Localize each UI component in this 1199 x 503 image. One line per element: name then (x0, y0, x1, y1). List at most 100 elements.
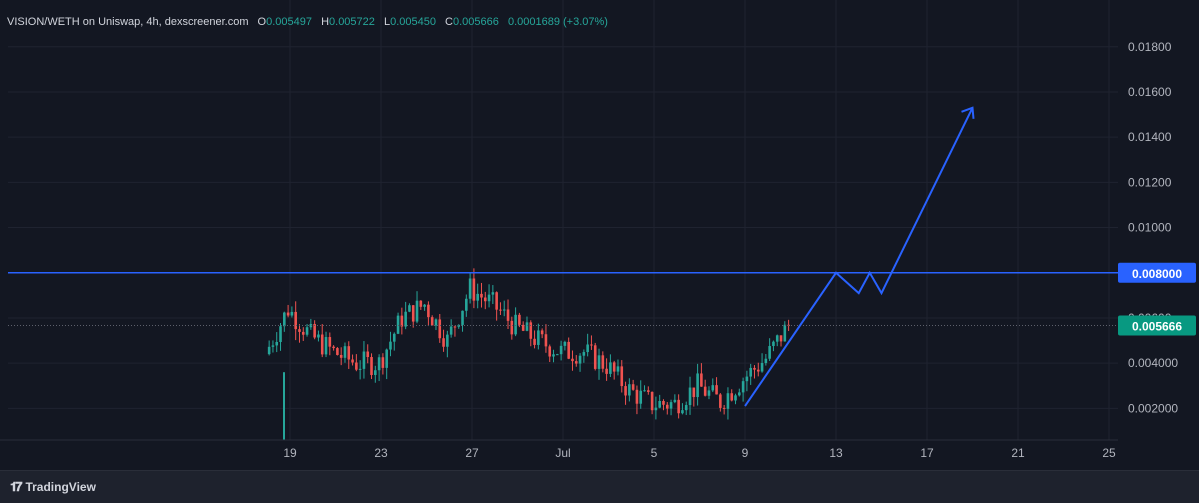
candle-body (684, 405, 688, 411)
candle-body (336, 348, 339, 355)
candle (756, 362, 760, 377)
candle (336, 347, 339, 356)
level-price-badge (1118, 262, 1196, 283)
chart-grid (8, 0, 1118, 440)
candle (442, 329, 445, 352)
candle-body (434, 319, 438, 326)
y-axis: 0.0020000.0040000.006000.008000.010000.0… (1118, 0, 1199, 470)
candle-body (366, 351, 370, 358)
candle (700, 363, 703, 387)
candle (669, 399, 673, 416)
candle (559, 340, 563, 361)
candle-body (643, 390, 646, 392)
close-label: C (445, 16, 453, 28)
candle-body (423, 304, 426, 307)
candle (446, 330, 449, 358)
candle (495, 291, 498, 321)
candle (658, 394, 661, 409)
candle (385, 348, 388, 380)
tradingview-logo[interactable]: 𝟏𝟕 TradingView (10, 479, 96, 494)
candle-body (453, 326, 457, 328)
candle-body (377, 357, 381, 371)
candle (355, 354, 358, 372)
candle (779, 335, 783, 347)
candle-body (635, 389, 639, 404)
candle-body (662, 400, 665, 405)
candle-body (571, 358, 574, 362)
chart-drawings[interactable] (8, 106, 1118, 407)
candle-body (290, 311, 294, 316)
candle-body (556, 354, 559, 356)
candle-body (347, 346, 351, 360)
candle (571, 350, 574, 371)
high-value: 0.005722 (329, 16, 375, 28)
x-tick-label: 13 (829, 446, 843, 460)
candle (309, 318, 313, 330)
candle (650, 391, 654, 415)
candle (351, 354, 354, 366)
candle (643, 385, 646, 392)
candle-body (715, 385, 718, 395)
candle (567, 337, 570, 360)
candle (590, 335, 593, 350)
candle-body (370, 357, 373, 375)
candle-body (430, 317, 434, 326)
candle (332, 345, 335, 351)
candle-body (468, 278, 472, 299)
candle (320, 324, 324, 358)
candle (586, 333, 589, 357)
candle (609, 354, 612, 378)
candle (396, 312, 400, 335)
candle-body (411, 305, 415, 322)
y-tick-label: 0.01600 (1128, 85, 1172, 99)
candle-body (681, 410, 684, 414)
candle-body (317, 334, 320, 338)
x-tick-label: 9 (742, 446, 749, 460)
candle-body (465, 298, 468, 311)
candle-body (703, 386, 707, 396)
candle (275, 332, 279, 353)
candle (775, 334, 779, 347)
candle (514, 307, 517, 337)
candle (305, 324, 309, 337)
candle (548, 344, 552, 363)
candle-body (491, 292, 495, 295)
candle (518, 312, 521, 328)
candle (753, 365, 756, 379)
close-value: 0.005666 (453, 16, 499, 28)
candle-body (480, 293, 483, 298)
level-price-label: 0.008000 (1132, 267, 1182, 281)
candle-body (381, 357, 385, 368)
candle-body (275, 341, 279, 346)
candle (499, 302, 502, 315)
candle-body (294, 311, 297, 330)
low-label: L (383, 16, 391, 28)
candle (434, 318, 438, 331)
candle (719, 393, 722, 412)
brand-name: TradingView (25, 480, 96, 494)
candle-body (521, 324, 525, 331)
candle (298, 324, 301, 343)
candle-body (415, 300, 419, 322)
candle-body (518, 314, 521, 325)
candle (279, 322, 282, 351)
candle-body (639, 390, 643, 404)
candle (665, 402, 669, 415)
candle (768, 338, 771, 362)
candle (563, 340, 567, 351)
candle (487, 284, 491, 308)
candle-body (442, 338, 445, 347)
candle (677, 394, 680, 419)
candle (692, 387, 696, 407)
candle (726, 387, 730, 420)
candle-body (343, 346, 347, 358)
candle-body (419, 300, 423, 307)
candle (324, 331, 328, 358)
y-tick-label: 0.01400 (1128, 130, 1172, 144)
candle-body (476, 293, 479, 301)
candle (711, 378, 715, 393)
candle (738, 388, 741, 397)
x-axis: 19 23 27 Jul 5 9 13 17 21 25 (0, 439, 1118, 460)
candle (411, 304, 415, 328)
